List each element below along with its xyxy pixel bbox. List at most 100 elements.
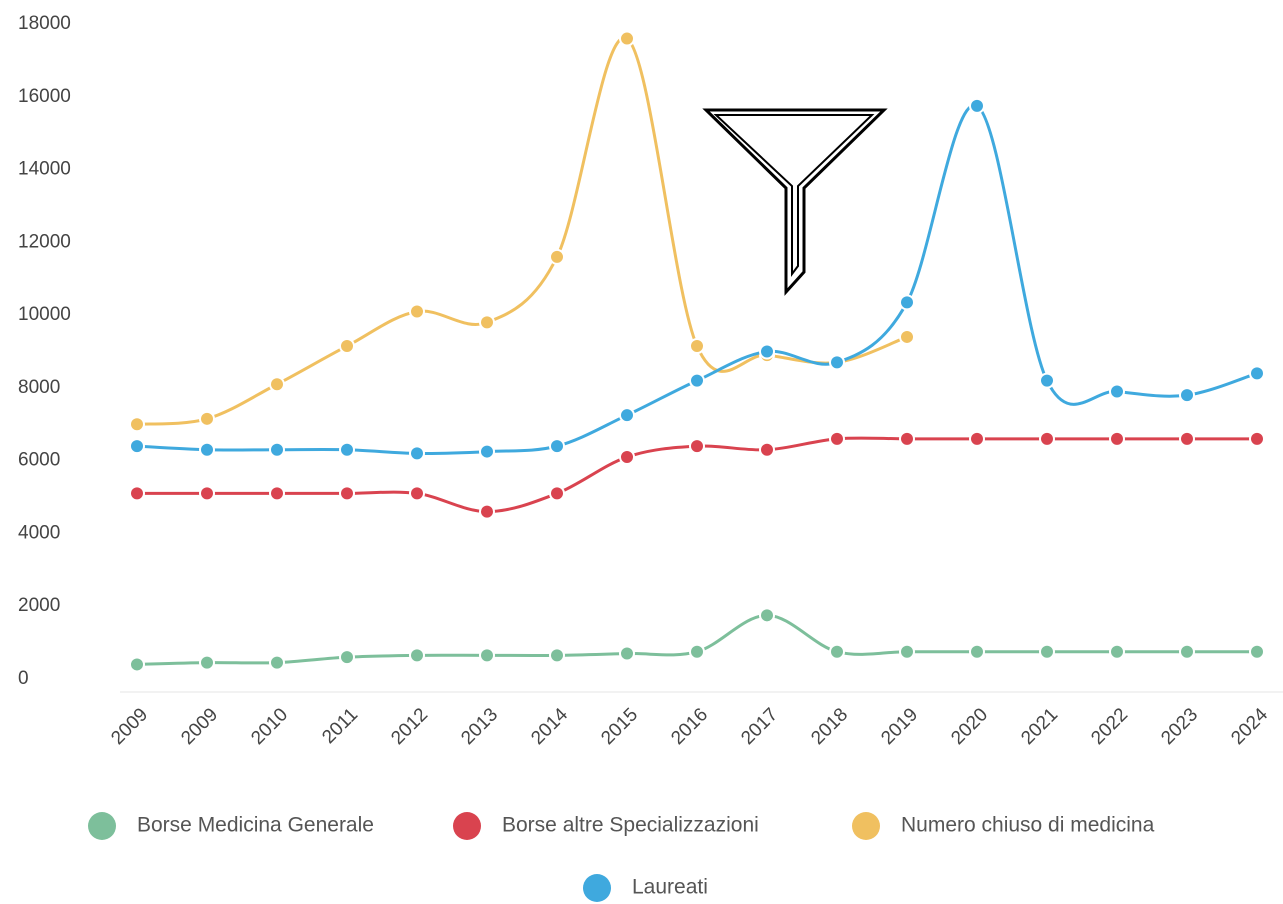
- data-point: [409, 485, 425, 502]
- data-point: [129, 416, 145, 433]
- y-tick-label: 4000: [18, 522, 60, 543]
- data-point: [339, 338, 355, 355]
- data-point: [899, 328, 915, 345]
- x-tick-label: 2020: [947, 704, 992, 749]
- data-point: [1249, 430, 1265, 447]
- data-point: [479, 647, 495, 664]
- legend-label: Laureati: [632, 876, 708, 899]
- y-tick-label: 18000: [18, 13, 71, 34]
- data-point: [479, 503, 495, 520]
- data-point: [409, 647, 425, 664]
- x-tick-label: 2014: [527, 704, 572, 749]
- x-tick-label: 2010: [247, 704, 292, 749]
- plot-area: [129, 30, 1265, 673]
- x-tick-label: 2024: [1227, 704, 1272, 749]
- x-tick-label: 2022: [1087, 704, 1132, 749]
- data-point: [829, 643, 845, 660]
- data-point: [969, 643, 985, 660]
- data-point: [129, 656, 145, 673]
- data-point: [339, 441, 355, 458]
- data-point: [199, 485, 215, 502]
- x-tick-label: 2009: [177, 704, 222, 749]
- data-point: [479, 443, 495, 460]
- series-line: [136, 103, 1258, 455]
- data-point: [409, 303, 425, 320]
- data-point: [689, 643, 705, 660]
- data-point: [619, 30, 635, 47]
- data-point: [1109, 643, 1125, 660]
- legend-label: Numero chiuso di medicina: [901, 814, 1155, 837]
- data-point: [479, 314, 495, 331]
- data-point: [1179, 430, 1195, 447]
- data-point: [1249, 365, 1265, 382]
- data-point: [549, 248, 565, 265]
- legend-label: Borse Medicina Generale: [137, 814, 374, 837]
- data-point: [129, 485, 145, 502]
- y-tick-label: 0: [18, 668, 29, 689]
- x-tick-label: 2009: [107, 704, 152, 749]
- data-point: [619, 645, 635, 662]
- data-point: [549, 647, 565, 664]
- data-point: [199, 410, 215, 427]
- filter-icon-inner: [713, 114, 875, 277]
- y-tick-label: 8000: [18, 377, 60, 398]
- filter-icon: [702, 108, 888, 296]
- data-point: [1179, 387, 1195, 404]
- x-tick-label: 2013: [457, 704, 502, 749]
- data-point: [689, 438, 705, 455]
- data-point: [969, 430, 985, 447]
- data-point: [759, 343, 775, 360]
- y-tick-label: 10000: [18, 304, 71, 325]
- legend-label: Borse altre Specializzazioni: [502, 814, 759, 837]
- data-point: [1109, 430, 1125, 447]
- data-point: [829, 430, 845, 447]
- data-point: [269, 376, 285, 393]
- data-point: [549, 438, 565, 455]
- x-tick-label: 2016: [667, 704, 712, 749]
- data-point: [269, 485, 285, 502]
- y-tick-label: 16000: [18, 86, 71, 107]
- legend-marker: [453, 812, 481, 840]
- data-point: [899, 294, 915, 311]
- data-point: [339, 485, 355, 502]
- data-point: [1179, 643, 1195, 660]
- x-tick-label: 2017: [737, 704, 782, 749]
- data-point: [339, 649, 355, 666]
- y-tick-label: 12000: [18, 231, 71, 252]
- x-tick-label: 2011: [318, 704, 362, 748]
- data-point: [129, 438, 145, 455]
- x-tick-label: 2012: [387, 704, 432, 749]
- data-point: [549, 485, 565, 502]
- data-point: [829, 354, 845, 371]
- data-point: [1249, 643, 1265, 660]
- x-tick-label: 2019: [877, 704, 922, 749]
- legend-marker: [852, 812, 880, 840]
- data-point: [899, 430, 915, 447]
- data-point: [199, 654, 215, 671]
- data-point: [759, 607, 775, 624]
- legend-marker: [88, 812, 116, 840]
- legend-marker: [583, 874, 611, 902]
- data-point: [1039, 643, 1055, 660]
- data-point: [759, 441, 775, 458]
- data-point: [1039, 430, 1055, 447]
- data-point: [1039, 372, 1055, 389]
- y-tick-label: 6000: [18, 450, 60, 471]
- data-point: [689, 338, 705, 355]
- x-tick-label: 2015: [597, 704, 642, 749]
- x-tick-label: 2021: [1017, 704, 1062, 749]
- x-tick-label: 2023: [1157, 704, 1202, 749]
- y-tick-label: 2000: [18, 595, 60, 616]
- data-point: [969, 97, 985, 114]
- y-tick-label: 14000: [18, 159, 71, 180]
- x-tick-label: 2018: [807, 704, 852, 749]
- data-point: [619, 407, 635, 424]
- data-point: [269, 654, 285, 671]
- data-point: [619, 449, 635, 466]
- data-point: [199, 441, 215, 458]
- data-point: [689, 372, 705, 389]
- data-point: [269, 441, 285, 458]
- data-point: [899, 643, 915, 660]
